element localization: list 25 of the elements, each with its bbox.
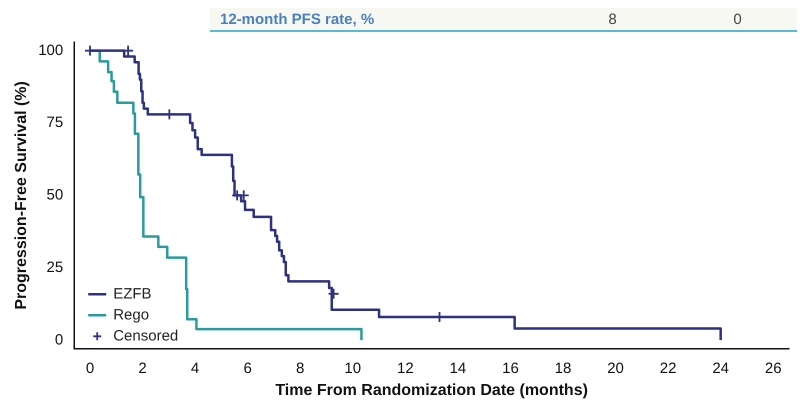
x-tick-label: 14 (450, 360, 466, 377)
x-axis-title: Time From Randomization Date (months) (275, 382, 588, 399)
y-tick-label: 0 (54, 331, 64, 348)
x-tick-label: 26 (764, 360, 782, 377)
y-tick-label: 25 (46, 258, 64, 276)
legend-label: Censored (113, 327, 178, 344)
x-tick-label: 16 (502, 360, 519, 377)
x-tick-label: 22 (660, 360, 676, 377)
legend-label: Rego (113, 306, 150, 324)
x-tick-label: 6 (243, 360, 252, 377)
y-axis-title: Progression-Free Survival (%) (13, 81, 30, 310)
x-tick-label: 4 (190, 360, 200, 377)
y-tick-label: 50 (46, 186, 64, 204)
x-tick-label: 8 (296, 360, 304, 377)
x-tick-label: 20 (607, 360, 624, 377)
x-tick-label: 24 (712, 360, 730, 377)
x-tick-label: 10 (344, 360, 362, 377)
x-tick-label: 12 (396, 360, 414, 377)
legend-label: EZFB (113, 285, 152, 302)
x-tick-label: 18 (554, 360, 572, 377)
y-tick-label: 75 (46, 114, 64, 132)
x-tick-label: 2 (138, 360, 147, 377)
y-tick-label: 100 (38, 42, 64, 59)
table-row: 12-month PFS rate, % 8 0 (210, 8, 797, 32)
x-tick-label: 0 (86, 360, 94, 377)
